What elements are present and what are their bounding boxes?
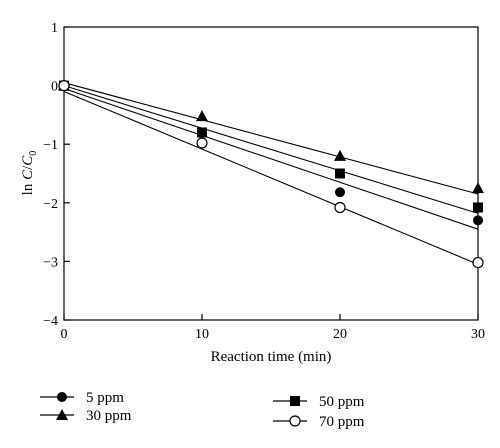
legend: 5 ppm 30 ppm 50 ppm 70 ppm bbox=[40, 390, 365, 430]
data-markers bbox=[58, 79, 484, 269]
data-point-3 bbox=[197, 127, 207, 138]
data-point-3 bbox=[335, 168, 345, 179]
data-point-4 bbox=[196, 137, 208, 149]
y-tick-label: −4 bbox=[43, 314, 58, 329]
y-tick-label: −2 bbox=[43, 197, 58, 212]
legend-item: 5 ppm bbox=[40, 390, 124, 406]
fit-line-2 bbox=[63, 82, 479, 195]
legend-item: 30 ppm bbox=[40, 408, 132, 424]
legend-marker bbox=[290, 396, 300, 406]
fit-line-1 bbox=[63, 88, 479, 230]
plot-frame bbox=[63, 26, 479, 321]
data-point-2 bbox=[472, 182, 484, 194]
data-point-1 bbox=[335, 187, 345, 198]
legend-item: 50 ppm bbox=[273, 394, 365, 410]
data-point-1 bbox=[473, 215, 483, 226]
data-point-2 bbox=[196, 110, 208, 122]
legend-label: 70 ppm bbox=[319, 414, 365, 430]
fit-lines bbox=[63, 82, 479, 265]
data-point-4 bbox=[58, 79, 70, 92]
y-tick-label: 1 bbox=[51, 21, 58, 36]
legend-label: 30 ppm bbox=[86, 408, 132, 424]
y-tick-label: 0 bbox=[51, 80, 58, 95]
data-point-3 bbox=[473, 202, 483, 213]
x-tick-label: 0 bbox=[61, 327, 68, 342]
legend-marker bbox=[57, 392, 67, 402]
y-tick-label: −1 bbox=[43, 138, 58, 153]
x-tick-label: 10 bbox=[195, 327, 209, 342]
legend-label: 5 ppm bbox=[86, 390, 124, 406]
data-point-4 bbox=[334, 201, 346, 214]
legend-marker bbox=[289, 415, 301, 427]
y-tick-label: −3 bbox=[43, 255, 58, 270]
legend-item: 70 ppm bbox=[273, 414, 365, 430]
legend-label: 50 ppm bbox=[319, 394, 365, 410]
legend-marker bbox=[56, 409, 68, 420]
data-point-2 bbox=[334, 149, 346, 161]
data-point-4 bbox=[472, 256, 484, 269]
x-tick-label: 20 bbox=[333, 327, 347, 342]
x-tick-label: 30 bbox=[471, 327, 485, 342]
fit-line-4 bbox=[63, 90, 479, 265]
y-axis-title: ln C/C0 bbox=[20, 151, 39, 196]
x-axis-title: Reaction time (min) bbox=[211, 349, 332, 365]
fit-line-3 bbox=[63, 85, 479, 214]
